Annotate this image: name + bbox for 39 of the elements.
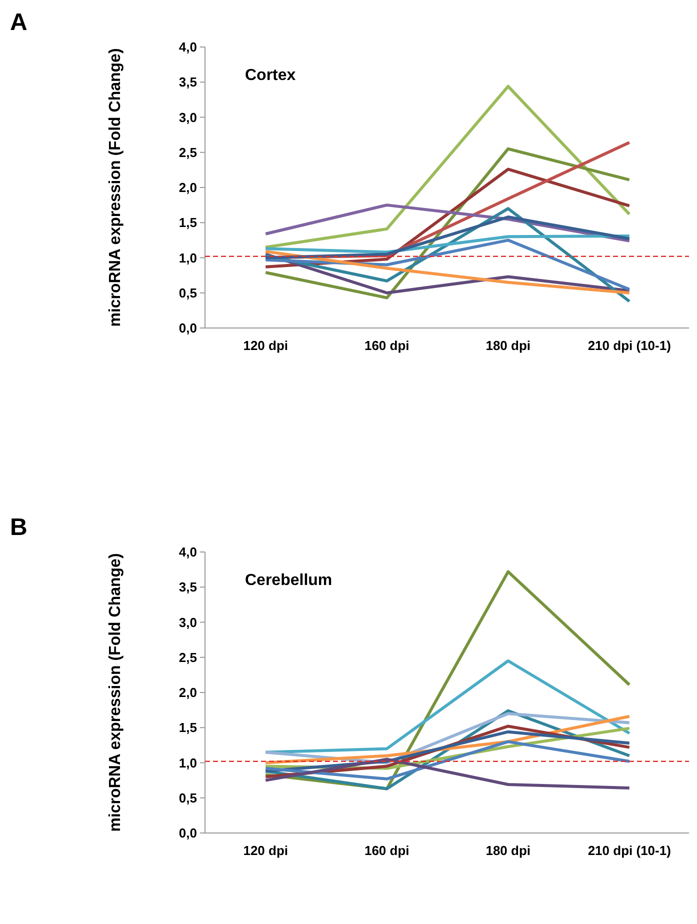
x-tick-label: 120 dpi: [243, 338, 288, 353]
y-tick-label: 3,5: [178, 580, 197, 595]
x-tick-label: 120 dpi: [243, 843, 288, 858]
y-tick-label: 2,0: [178, 180, 197, 196]
y-tick-label: 1,0: [178, 755, 197, 770]
line-series: [264, 216, 631, 260]
text: Cerebellum: [245, 572, 332, 589]
x-tick-label: 210 dpi (10-1): [588, 843, 671, 858]
y-tick-label: 1,5: [178, 720, 197, 736]
x-tick-label: 180 dpi: [486, 843, 531, 858]
y-axis-title: microRNA expression (Fold Change): [107, 553, 124, 832]
y-tick-label: 1,0: [178, 250, 197, 266]
y-axis-title: microRNA expression (Fold Change): [107, 48, 124, 327]
x-tick-label: 180 dpi: [486, 338, 531, 353]
x-tick-label: 160 dpi: [364, 338, 410, 353]
y-tick-label: 2,5: [178, 144, 197, 160]
y-tick-label: 0,5: [178, 790, 197, 806]
line-series: [264, 238, 631, 291]
y-tick-label: 2,0: [178, 685, 197, 700]
y-tick-label: 0,0: [178, 320, 197, 336]
y-tick-label: 3,5: [178, 74, 197, 90]
y-tick-label: 1,5: [178, 215, 197, 230]
y-tick-label: 3,0: [178, 110, 197, 125]
y-tick-label: 0,5: [178, 285, 197, 300]
line-series: [264, 84, 631, 249]
x-tick-label: 160 dpi: [364, 843, 410, 858]
y-tick-label: 4,0: [178, 40, 197, 55]
text: Cortex: [245, 67, 296, 84]
line-series: [264, 234, 631, 254]
line-series: [264, 659, 631, 754]
y-tick-label: 4,0: [178, 544, 197, 560]
y-tick-label: 3,0: [178, 614, 197, 630]
y-tick-label: 0,0: [178, 826, 197, 841]
line-series: [264, 758, 631, 790]
line-series: [264, 740, 631, 780]
text: A: [10, 9, 28, 36]
y-tick-label: 2,5: [178, 650, 197, 665]
x-tick-label: 210 dpi (10-1): [588, 338, 671, 353]
text: B: [10, 514, 28, 541]
